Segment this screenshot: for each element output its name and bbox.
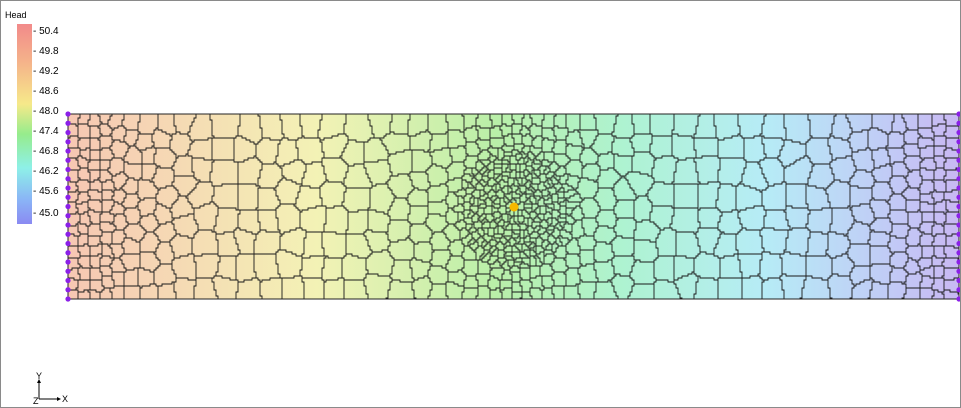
legend-tick: 47.4 — [33, 127, 58, 137]
left-boundary-node[interactable] — [65, 287, 71, 293]
legend-tick: 50.4 — [33, 27, 58, 37]
legend-tick: 45.6 — [33, 187, 58, 197]
right-boundary-node[interactable] — [956, 166, 960, 173]
right-boundary-node[interactable] — [956, 129, 960, 136]
legend-title: Head — [5, 10, 27, 20]
mesh-cells — [68, 114, 959, 299]
mesh-cell-edges — [68, 114, 959, 299]
right-boundary-node[interactable] — [956, 194, 960, 200]
left-boundary-node[interactable] — [65, 166, 71, 173]
legend-tick: 48.0 — [33, 107, 58, 117]
left-boundary-node[interactable] — [65, 231, 71, 237]
left-boundary-node[interactable] — [65, 250, 71, 256]
right-boundary-node[interactable] — [956, 176, 960, 182]
right-boundary-node[interactable] — [956, 287, 960, 293]
legend-tick: 45.0 — [33, 209, 58, 219]
left-boundary-node[interactable] — [65, 277, 71, 284]
right-boundary-node[interactable] — [956, 185, 960, 191]
left-boundary-node[interactable] — [65, 259, 71, 265]
right-boundary-node[interactable] — [956, 250, 960, 256]
left-boundary-node[interactable] — [65, 148, 71, 154]
left-boundary-node[interactable] — [65, 120, 71, 126]
right-boundary-node[interactable] — [956, 277, 960, 284]
left-boundary-node[interactable] — [65, 129, 71, 136]
y-axis-label: Y — [36, 371, 42, 381]
right-boundary-node[interactable] — [956, 231, 960, 237]
right-boundary-node[interactable] — [956, 203, 960, 210]
legend-tick: 46.8 — [33, 147, 58, 157]
legend-color-ramp — [17, 24, 32, 224]
left-boundary-node[interactable] — [65, 157, 71, 163]
right-boundary-nodes[interactable] — [956, 111, 960, 302]
left-boundary-node[interactable] — [65, 203, 71, 210]
x-axis-label: X — [62, 394, 68, 404]
left-boundary-node[interactable] — [65, 240, 71, 247]
legend-tick: 48.6 — [33, 87, 58, 97]
axis-triad: Y X Z — [33, 371, 68, 406]
left-boundary-node[interactable] — [65, 222, 71, 228]
right-boundary-node[interactable] — [956, 139, 960, 145]
right-boundary-node[interactable] — [956, 148, 960, 154]
x-axis-arrow — [57, 397, 61, 401]
left-boundary-node[interactable] — [65, 139, 71, 145]
legend-tick: 46.2 — [33, 167, 58, 177]
left-boundary-nodes[interactable] — [65, 111, 71, 302]
left-boundary-node[interactable] — [65, 268, 71, 274]
left-boundary-node[interactable] — [65, 213, 71, 219]
well-marker[interactable] — [509, 202, 519, 212]
right-boundary-node[interactable] — [956, 111, 960, 117]
legend-tick: 49.8 — [33, 47, 58, 57]
right-boundary-node[interactable] — [956, 120, 960, 126]
right-boundary-node[interactable] — [956, 222, 960, 228]
z-axis-label: Z — [33, 396, 39, 406]
right-boundary-node[interactable] — [956, 240, 960, 247]
left-boundary-node[interactable] — [65, 296, 71, 302]
right-boundary-node[interactable] — [956, 213, 960, 219]
right-boundary-node[interactable] — [956, 259, 960, 265]
left-boundary-node[interactable] — [65, 185, 71, 191]
left-boundary-node[interactable] — [65, 111, 71, 117]
left-boundary-node[interactable] — [65, 176, 71, 182]
right-boundary-node[interactable] — [956, 268, 960, 274]
left-boundary-node[interactable] — [65, 194, 71, 200]
right-boundary-node[interactable] — [956, 157, 960, 163]
right-boundary-node[interactable] — [956, 296, 960, 302]
legend-tick: 49.2 — [33, 67, 58, 77]
y-axis-arrow — [37, 379, 41, 383]
